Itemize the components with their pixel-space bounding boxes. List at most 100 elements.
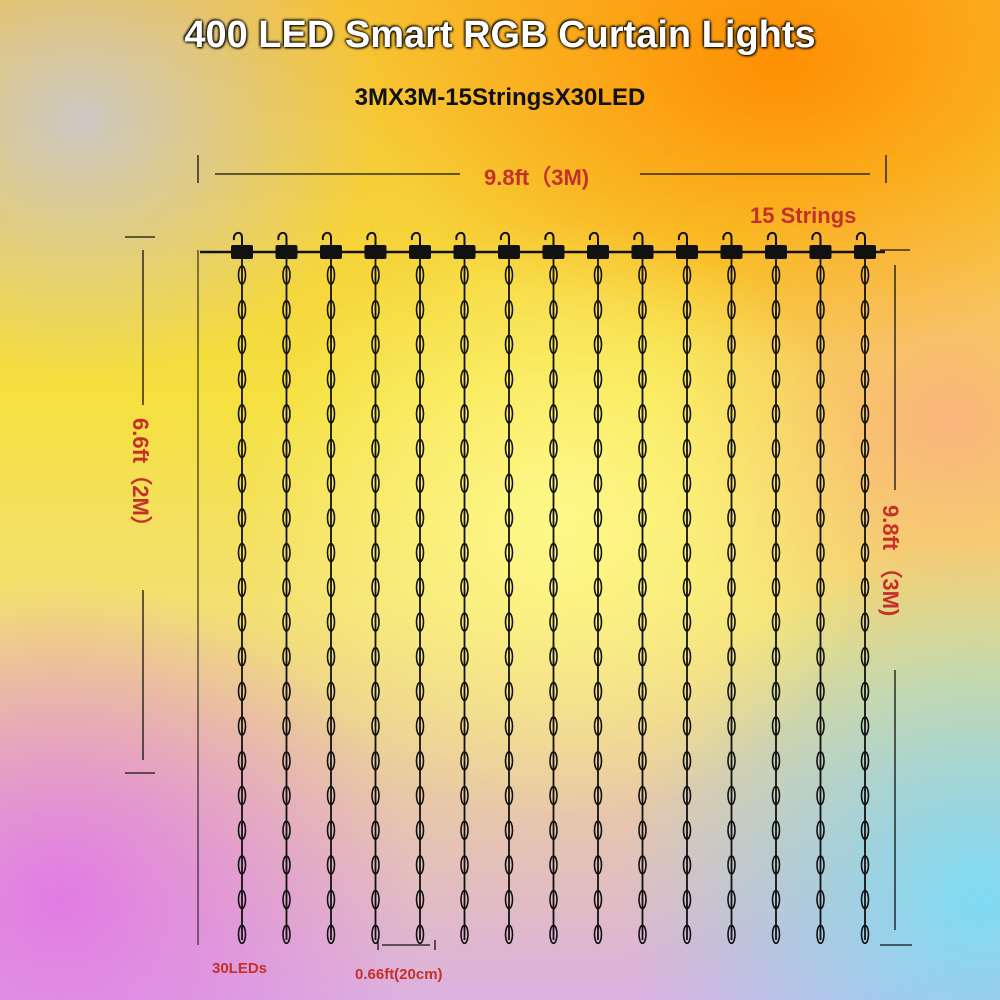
led-bulb <box>682 542 692 563</box>
led-bulb <box>415 889 425 910</box>
light-string <box>587 231 609 945</box>
led-bulb <box>727 924 736 945</box>
light-string <box>320 231 342 945</box>
led-bulb <box>593 750 603 771</box>
led-bulb <box>549 785 558 806</box>
led-bulb <box>371 785 380 806</box>
led-bulb <box>816 681 825 702</box>
led-bulb <box>282 334 291 355</box>
led-bulb <box>282 750 291 771</box>
led-bulb <box>816 820 825 841</box>
light-string <box>364 231 387 945</box>
led-bulb <box>638 646 647 667</box>
led-bulb <box>282 785 291 806</box>
led-bulb <box>860 473 870 494</box>
led-bulb <box>593 508 603 528</box>
led-bulb <box>415 646 425 667</box>
led-bulb <box>638 369 647 389</box>
led-bulb <box>593 403 603 424</box>
led-bulb <box>593 716 603 736</box>
led-bulb <box>771 855 781 875</box>
led-bulb <box>638 577 647 598</box>
led-bulb <box>415 473 425 494</box>
hook-icon <box>677 231 688 246</box>
led-bulb <box>460 265 469 285</box>
led-bulb <box>771 785 781 806</box>
led-bulb <box>682 750 692 771</box>
led-bulb <box>282 369 291 389</box>
led-bulb <box>326 577 336 598</box>
led-bulb <box>593 299 603 320</box>
led-bulb <box>371 855 380 875</box>
led-bulb <box>860 855 870 875</box>
led-bulb <box>415 924 425 945</box>
led-bulb <box>504 299 514 320</box>
led-bulb <box>638 785 647 806</box>
led-bulb <box>415 750 425 771</box>
led-bulb <box>504 508 514 528</box>
led-bulb <box>549 889 558 910</box>
led-bulb <box>504 334 514 355</box>
led-bulb <box>727 542 736 563</box>
hook-icon <box>811 231 822 246</box>
led-bulb <box>237 889 247 910</box>
connector <box>676 245 698 259</box>
led-bulb <box>460 334 469 355</box>
led-bulb <box>326 369 336 389</box>
hook-icon <box>722 231 733 246</box>
led-bulb <box>682 369 692 389</box>
light-string <box>809 231 832 945</box>
led-bulb <box>638 542 647 563</box>
light-string <box>453 231 476 945</box>
led-bulb <box>326 681 336 702</box>
led-bulb <box>326 924 336 945</box>
led-bulb <box>860 820 870 841</box>
led-bulb <box>326 646 336 667</box>
light-string <box>676 231 698 945</box>
led-bulb <box>415 542 425 563</box>
led-bulb <box>504 403 514 424</box>
led-bulb <box>682 716 692 736</box>
led-bulb <box>816 785 825 806</box>
hook-icon <box>855 231 866 246</box>
led-bulb <box>371 716 380 736</box>
led-bulb <box>638 265 647 285</box>
led-bulb <box>816 577 825 598</box>
led-bulb <box>816 473 825 494</box>
led-bulb <box>237 438 247 459</box>
hook-icon <box>499 231 510 246</box>
led-bulb <box>282 889 291 910</box>
led-bulb <box>593 334 603 355</box>
hook-icon <box>321 231 332 246</box>
led-bulb <box>816 369 825 389</box>
led-bulb <box>415 265 425 285</box>
led-bulb <box>282 855 291 875</box>
led-bulb <box>682 265 692 285</box>
led-bulb <box>682 508 692 528</box>
led-bulb <box>326 855 336 875</box>
led-bulb <box>727 299 736 320</box>
led-bulb <box>860 334 870 355</box>
led-bulb <box>682 473 692 494</box>
led-bulb <box>860 889 870 910</box>
led-bulb <box>237 369 247 389</box>
led-bulb <box>816 438 825 459</box>
led-bulb <box>727 646 736 667</box>
led-bulb <box>682 334 692 355</box>
hook-icon <box>766 231 777 246</box>
led-bulb <box>860 299 870 320</box>
led-bulb <box>593 855 603 875</box>
led-bulb <box>460 403 469 424</box>
hook-icon <box>633 231 644 246</box>
led-bulb <box>415 855 425 875</box>
led-bulb <box>237 334 247 355</box>
led-bulb <box>371 612 380 632</box>
led-bulb <box>504 924 514 945</box>
led-bulb <box>549 577 558 598</box>
led-bulb <box>771 612 781 632</box>
led-bulb <box>460 820 469 841</box>
led-bulb <box>371 473 380 494</box>
led-bulb <box>460 612 469 632</box>
led-bulb <box>771 299 781 320</box>
led-bulb <box>638 299 647 320</box>
